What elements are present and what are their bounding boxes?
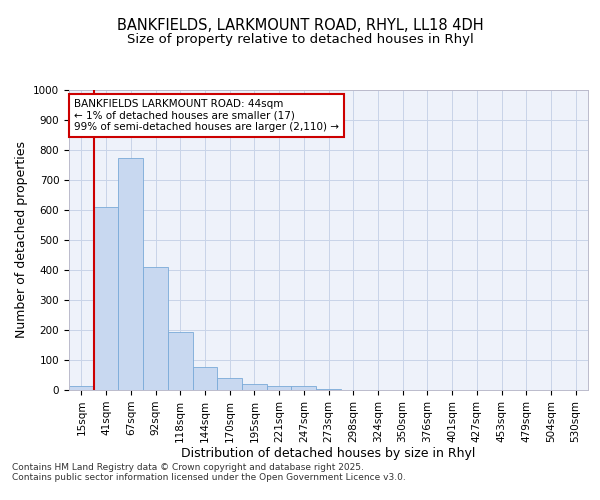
X-axis label: Distribution of detached houses by size in Rhyl: Distribution of detached houses by size … xyxy=(181,448,476,460)
Bar xyxy=(242,384,267,390)
Bar xyxy=(168,332,193,390)
Text: BANKFIELDS, LARKMOUNT ROAD, RHYL, LL18 4DH: BANKFIELDS, LARKMOUNT ROAD, RHYL, LL18 4… xyxy=(116,18,484,32)
Bar xyxy=(69,386,94,390)
Bar xyxy=(94,207,118,390)
Bar xyxy=(193,366,217,390)
Bar xyxy=(118,158,143,390)
Text: BANKFIELDS LARKMOUNT ROAD: 44sqm
← 1% of detached houses are smaller (17)
99% of: BANKFIELDS LARKMOUNT ROAD: 44sqm ← 1% of… xyxy=(74,99,339,132)
Bar xyxy=(316,388,341,390)
Bar xyxy=(292,386,316,390)
Bar xyxy=(217,378,242,390)
Text: Size of property relative to detached houses in Rhyl: Size of property relative to detached ho… xyxy=(127,32,473,46)
Y-axis label: Number of detached properties: Number of detached properties xyxy=(14,142,28,338)
Bar xyxy=(267,386,292,390)
Bar xyxy=(143,267,168,390)
Text: Contains HM Land Registry data © Crown copyright and database right 2025.
Contai: Contains HM Land Registry data © Crown c… xyxy=(12,462,406,482)
